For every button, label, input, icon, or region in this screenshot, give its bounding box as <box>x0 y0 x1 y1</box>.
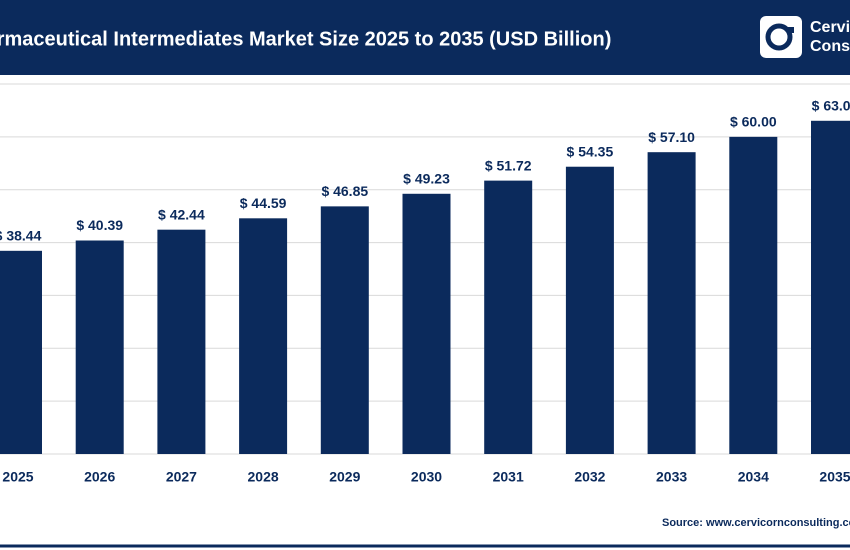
x-tick-label: 2029 <box>329 469 360 485</box>
brand-name: Consulting <box>810 38 850 55</box>
x-tick-label: 2033 <box>656 469 687 485</box>
x-tick-label: 2034 <box>738 469 769 485</box>
x-tick-label: 2031 <box>493 469 524 485</box>
bar <box>565 166 614 454</box>
value-label: $ 54.35 <box>567 143 614 159</box>
x-tick-label: 2025 <box>2 469 33 485</box>
value-label: $ 38.44 <box>0 228 42 244</box>
x-tick-label: 2030 <box>411 469 442 485</box>
logo-mark <box>765 23 793 51</box>
value-label: $ 60.00 <box>730 114 777 130</box>
x-tick-label: 2027 <box>166 469 197 485</box>
bar <box>402 193 451 454</box>
bar <box>0 250 42 454</box>
x-tick-label: 2028 <box>248 469 279 485</box>
bar <box>729 136 778 454</box>
value-label: $ 42.44 <box>158 206 205 222</box>
source: Source: www.cervicornconsulting.com <box>662 517 850 529</box>
bar <box>75 240 124 454</box>
value-label: $ 51.72 <box>485 157 532 173</box>
bar <box>239 218 288 454</box>
x-tick-label: 2032 <box>574 469 605 485</box>
bar <box>647 152 696 454</box>
bar <box>811 120 850 454</box>
bar <box>157 229 206 454</box>
bar <box>484 180 533 454</box>
value-label: $ 57.10 <box>648 129 695 145</box>
value-label: $ 40.39 <box>76 217 123 233</box>
x-tick-label: 2035 <box>819 469 850 485</box>
value-label: $ 44.59 <box>240 195 287 211</box>
value-label: $ 46.85 <box>321 183 368 199</box>
x-tick-label: 2026 <box>84 469 115 485</box>
chart-title: Pharmaceutical Intermediates Market Size… <box>0 28 611 50</box>
value-label: $ 49.23 <box>403 170 450 186</box>
header-band <box>0 0 850 75</box>
value-label: $ 63.04 <box>812 97 850 113</box>
bar <box>320 206 369 454</box>
brand-name: Cervicorn <box>810 19 850 36</box>
logo-dot <box>788 27 794 33</box>
logo-box <box>760 16 802 58</box>
